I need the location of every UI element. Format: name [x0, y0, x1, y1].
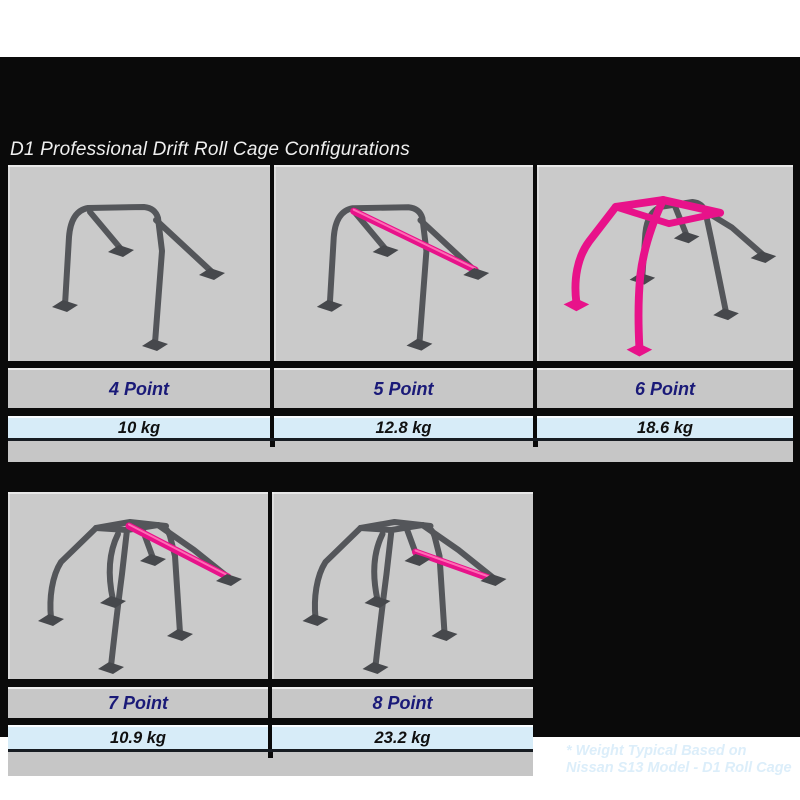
page-title: D1 Professional Drift Roll Cage Configur…	[10, 139, 410, 160]
label-cell: 4 Point	[8, 368, 270, 408]
point-label-row: 4 Point 5 Point 6 Point	[8, 368, 793, 408]
roll-cage-7-point-illustration	[38, 519, 242, 674]
pink-front-cage-section	[563, 196, 725, 357]
cage-weight-4-point: 10 kg	[117, 418, 161, 437]
cage-label-8-point: 8 Point	[372, 693, 433, 713]
weight-disclaimer-note: * Weight Typical Based on Nissan S13 Mod…	[566, 743, 792, 777]
roll-cage-5-point-illustration	[316, 204, 490, 351]
illustration-row	[8, 492, 533, 679]
row-separator	[8, 361, 793, 368]
weight-cell: 12.8 kg	[274, 416, 533, 438]
illustration-cell-7-point	[8, 492, 268, 679]
point-label-row: 7 Point 8 Point	[8, 687, 533, 718]
illustration-cell-5-point	[274, 165, 533, 361]
column-divider	[533, 165, 537, 361]
column-divider	[270, 368, 274, 408]
roll-cage-comparison-panel-bottom: 7 Point 8 Point 10.9 kg 23.2 kg	[8, 492, 533, 776]
panel-footer-strip	[8, 441, 793, 462]
divider-nub	[533, 441, 538, 447]
panel-footer-strip	[8, 752, 533, 776]
weight-value-row: 10.9 kg 23.2 kg	[8, 725, 533, 749]
roll-cage-comparison-panel-top: 4 Point 5 Point 6 Point 10 kg 12.8 kg 18…	[8, 165, 793, 462]
weight-cell: 10 kg	[8, 416, 270, 438]
divider-nub	[270, 441, 275, 447]
weight-disclaimer-line1: * Weight Typical Based on	[566, 743, 747, 759]
cage-weight-8-point: 23.2 kg	[374, 728, 431, 747]
row-separator	[8, 438, 793, 441]
row-separator	[8, 679, 533, 687]
pink-diagonal-bar	[125, 522, 232, 581]
cage-weight-6-point: 18.6 kg	[637, 418, 693, 437]
column-divider	[268, 687, 272, 718]
illustration-row	[8, 165, 793, 361]
column-divider	[268, 725, 272, 749]
pink-rear-diagonal-bar	[412, 548, 495, 583]
roll-cage-6-point-illustration	[563, 196, 777, 357]
cage-label-5-point: 5 Point	[373, 378, 434, 399]
pink-diagonal-bar	[350, 207, 479, 274]
divider-nub	[268, 752, 273, 758]
cage-label-6-point: 6 Point	[634, 378, 695, 399]
column-divider	[270, 416, 274, 438]
cage-weight-5-point: 12.8 kg	[375, 418, 432, 437]
illustration-cell-6-point	[537, 165, 793, 361]
cage-weight-7-point: 10.9 kg	[110, 728, 166, 747]
weight-cell: 18.6 kg	[537, 416, 793, 438]
roll-cage-4-point-illustration	[52, 204, 225, 351]
weight-value-row: 10 kg 12.8 kg 18.6 kg	[8, 416, 793, 438]
column-divider	[268, 492, 272, 679]
row-separator	[8, 749, 533, 752]
column-divider	[533, 368, 537, 408]
weight-disclaimer-line2: Nissan S13 Model - D1 Roll Cage	[566, 760, 792, 776]
weight-cell: 10.9 kg	[8, 725, 268, 749]
illustration-cell-4-point	[8, 165, 270, 361]
cage-label-7-point: 7 Point	[107, 693, 168, 713]
roll-cage-8-point-illustration	[302, 519, 507, 674]
row-separator	[8, 408, 793, 416]
infographic-background: D1 Professional Drift Roll Cage Configur…	[0, 57, 800, 776]
label-cell: 7 Point	[8, 687, 268, 718]
cage-label-4-point: 4 Point	[108, 378, 169, 399]
column-divider	[270, 165, 274, 361]
weight-cell: 23.2 kg	[272, 725, 533, 749]
illustration-cell-8-point	[272, 492, 533, 679]
row-separator	[8, 718, 533, 725]
label-cell: 5 Point	[274, 368, 533, 408]
label-cell: 6 Point	[537, 368, 793, 408]
column-divider	[533, 416, 537, 438]
label-cell: 8 Point	[272, 687, 533, 718]
